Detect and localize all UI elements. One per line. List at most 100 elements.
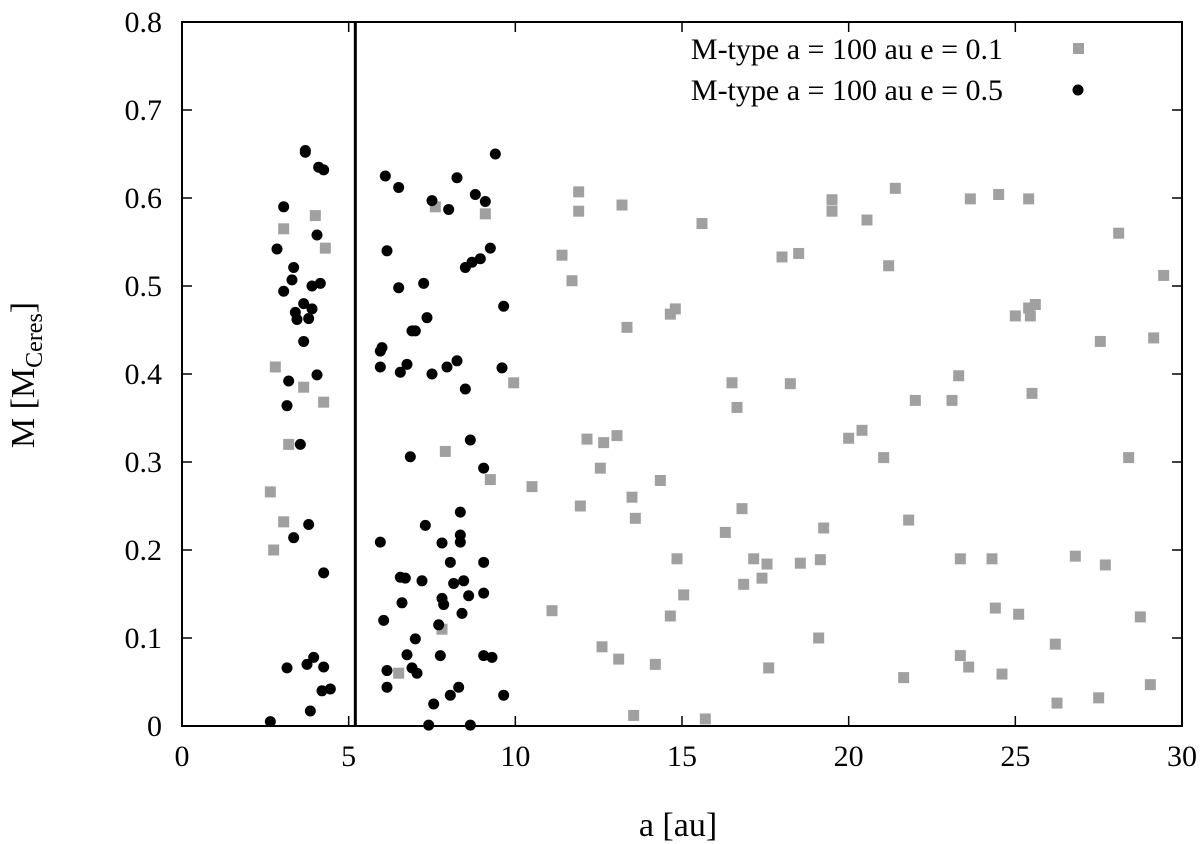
data-point-series-1 xyxy=(1026,387,1038,399)
data-point-series-1 xyxy=(573,205,585,217)
data-point-series-1 xyxy=(826,194,838,206)
data-point-series-1 xyxy=(283,438,295,450)
data-point-series-1 xyxy=(1009,310,1021,322)
data-point-series-1 xyxy=(613,653,625,665)
data-point-series-2 xyxy=(454,536,466,548)
data-point-series-1 xyxy=(964,193,976,205)
data-point-series-1 xyxy=(826,205,838,217)
data-point-series-1 xyxy=(953,370,965,382)
data-point-series-2 xyxy=(381,245,393,257)
data-point-series-1 xyxy=(1148,332,1160,344)
data-point-series-1 xyxy=(736,503,748,515)
legend-marker-series-2 xyxy=(1072,84,1084,96)
data-point-series-2 xyxy=(298,298,310,310)
data-point-series-2 xyxy=(469,188,481,200)
data-point-series-1 xyxy=(738,578,750,590)
data-point-series-2 xyxy=(306,303,318,315)
data-point-series-1 xyxy=(763,662,775,674)
data-point-series-1 xyxy=(818,522,830,534)
data-point-series-2 xyxy=(399,572,411,584)
data-point-series-2 xyxy=(498,300,510,312)
x-tick-label: 15 xyxy=(667,740,697,773)
data-point-series-2 xyxy=(393,282,405,294)
data-point-series-1 xyxy=(883,260,895,272)
data-point-series-2 xyxy=(441,361,453,373)
data-point-series-2 xyxy=(394,366,406,378)
data-point-series-1 xyxy=(793,247,805,259)
data-point-series-1 xyxy=(664,610,676,622)
data-point-series-1 xyxy=(1113,227,1125,239)
data-point-series-1 xyxy=(1158,269,1170,281)
data-point-series-1 xyxy=(946,394,958,406)
data-point-series-2 xyxy=(444,689,456,701)
x-tick-label: 30 xyxy=(1167,740,1197,773)
x-tick-label: 25 xyxy=(1000,740,1030,773)
data-point-series-2 xyxy=(479,196,491,208)
data-point-series-2 xyxy=(396,597,408,609)
data-point-series-2 xyxy=(281,400,293,412)
y-tick-label: 0 xyxy=(147,710,162,743)
data-point-series-1 xyxy=(318,396,330,408)
plot-frame xyxy=(181,21,1183,727)
data-point-series-2 xyxy=(409,633,421,645)
data-point-series-1 xyxy=(649,658,661,670)
data-point-series-2 xyxy=(448,577,460,589)
data-point-series-2 xyxy=(486,651,498,663)
x-tick-label: 5 xyxy=(341,740,356,773)
data-point-series-1 xyxy=(508,377,520,389)
data-point-series-2 xyxy=(299,144,311,156)
data-point-series-1 xyxy=(1023,193,1035,205)
legend: M-type a = 100 au e = 0.1 M-type a = 100… xyxy=(691,33,1084,107)
data-point-series-1 xyxy=(546,605,558,617)
data-point-series-1 xyxy=(594,462,606,474)
data-point-series-1 xyxy=(611,430,623,442)
legend-label-series-2: M-type a = 100 au e = 0.5 xyxy=(691,74,1003,107)
data-point-series-2 xyxy=(426,368,438,380)
data-point-series-1 xyxy=(1023,302,1035,314)
data-point-series-2 xyxy=(433,619,445,631)
data-point-series-1 xyxy=(986,553,998,565)
data-point-series-1 xyxy=(1094,335,1106,347)
data-point-series-1 xyxy=(264,486,276,498)
data-point-series-2 xyxy=(418,277,430,289)
data-point-series-2 xyxy=(498,689,510,701)
data-point-series-1 xyxy=(813,632,825,644)
data-point-series-2 xyxy=(281,662,293,674)
data-point-series-1 xyxy=(898,672,910,684)
data-point-series-2 xyxy=(381,681,393,693)
data-point-series-2 xyxy=(311,229,323,241)
data-point-series-1 xyxy=(628,709,640,721)
data-point-series-1 xyxy=(1049,638,1061,650)
data-point-series-2 xyxy=(374,536,386,548)
data-point-series-1 xyxy=(861,214,873,226)
data-point-series-1 xyxy=(598,437,610,449)
y-tick-label: 0.5 xyxy=(125,270,163,303)
data-point-series-2 xyxy=(463,590,475,602)
data-point-series-1 xyxy=(436,623,448,635)
data-point-series-1 xyxy=(878,452,890,464)
data-point-series-2 xyxy=(443,203,455,215)
data-point-series-1 xyxy=(756,572,768,584)
data-point-series-1 xyxy=(989,602,1001,614)
data-point-series-1 xyxy=(1134,611,1146,623)
data-point-series-1 xyxy=(1024,310,1036,322)
data-point-series-1 xyxy=(843,432,855,444)
data-point-series-2 xyxy=(478,462,490,474)
data-point-series-2 xyxy=(478,587,490,599)
y-tick-label: 0.1 xyxy=(125,622,163,655)
data-point-series-2 xyxy=(489,148,501,160)
data-point-series-1 xyxy=(319,242,331,254)
data-point-series-2 xyxy=(478,650,490,662)
data-point-series-2 xyxy=(283,375,295,387)
data-point-series-2 xyxy=(438,599,450,611)
data-point-series-1 xyxy=(726,377,738,389)
data-point-series-2 xyxy=(271,243,283,255)
data-point-series-1 xyxy=(479,208,491,220)
data-point-series-2 xyxy=(459,383,471,395)
data-point-series-2 xyxy=(316,685,328,697)
data-point-series-1 xyxy=(278,223,290,235)
y-axis-label: M [MCeres] xyxy=(5,302,48,448)
data-point-series-1 xyxy=(1051,697,1063,709)
data-point-series-2 xyxy=(409,325,421,337)
data-point-series-1 xyxy=(954,553,966,565)
